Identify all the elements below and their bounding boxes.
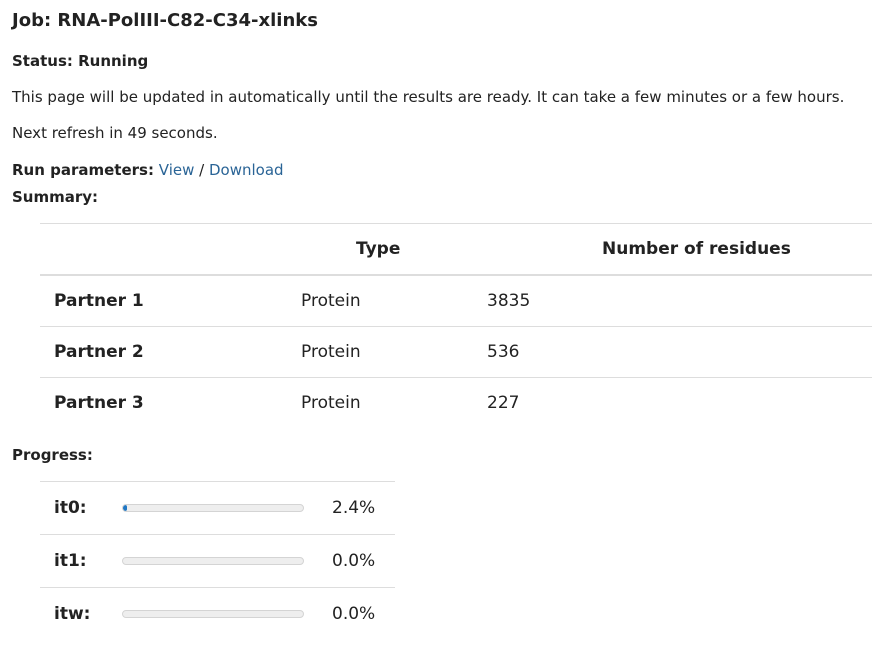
refresh-countdown: Next refresh in 49 seconds. xyxy=(12,124,218,142)
iteration-label: itw: xyxy=(54,604,91,624)
partner-type: Protein xyxy=(301,342,361,362)
partner-type: Protein xyxy=(301,291,361,311)
partner-name: Partner 3 xyxy=(54,393,144,413)
progress-table: it0: 2.4% it1: 0.0% itw: 0.0% xyxy=(40,481,395,640)
table-row: Partner 1 Protein 3835 xyxy=(40,276,872,327)
page-title: Job: RNA-PolIII-C82-C34-xlinks xyxy=(12,10,318,31)
progress-heading: Progress: xyxy=(12,446,93,464)
link-separator: / xyxy=(194,161,209,179)
info-text: This page will be updated in automatical… xyxy=(12,88,845,106)
summary-table-header: Type Number of residues xyxy=(40,224,872,276)
partner-type: Protein xyxy=(301,393,361,413)
summary-heading: Summary: xyxy=(12,188,99,206)
run-parameters: Run parameters: View / Download xyxy=(12,161,284,179)
partner-residues: 3835 xyxy=(487,291,531,311)
download-parameters-link[interactable]: Download xyxy=(208,161,284,179)
view-parameters-link[interactable]: View xyxy=(158,161,195,179)
column-header-type: Type xyxy=(356,239,401,259)
run-parameters-label: Run parameters: xyxy=(12,161,154,179)
status-text: Status: Running xyxy=(12,52,149,70)
iteration-label: it1: xyxy=(54,551,87,571)
progress-bar xyxy=(122,610,304,618)
partner-residues: 227 xyxy=(487,393,520,413)
progress-row-it1: it1: 0.0% xyxy=(40,534,395,587)
progress-percent: 0.0% xyxy=(332,604,376,624)
table-row: Partner 2 Protein 536 xyxy=(40,327,872,378)
summary-table: Type Number of residues Partner 1 Protei… xyxy=(40,223,872,428)
progress-bar xyxy=(122,504,304,512)
partner-name: Partner 1 xyxy=(54,291,144,311)
partner-name: Partner 2 xyxy=(54,342,144,362)
table-row: Partner 3 Protein 227 xyxy=(40,378,872,428)
progress-row-itw: itw: 0.0% xyxy=(40,587,395,640)
progress-percent: 0.0% xyxy=(332,551,376,571)
partner-residues: 536 xyxy=(487,342,520,362)
progress-percent: 2.4% xyxy=(332,498,376,518)
column-header-residues: Number of residues xyxy=(602,239,791,259)
progress-bar-fill xyxy=(123,505,128,511)
progress-bar xyxy=(122,557,304,565)
iteration-label: it0: xyxy=(54,498,87,518)
progress-row-it0: it0: 2.4% xyxy=(40,481,395,534)
